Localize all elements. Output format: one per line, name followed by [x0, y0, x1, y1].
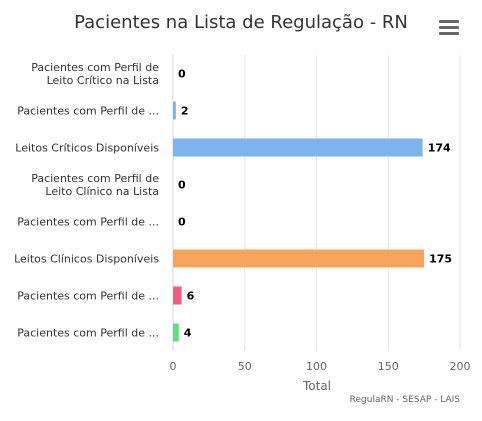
- category-label: Leitos Clínicos Disponíveis: [14, 253, 159, 266]
- category-label: Leito Crítico na Lista: [47, 74, 159, 87]
- category-label: Pacientes com Perfil de ...: [17, 216, 159, 229]
- category-label: Pacientes com Perfil de ...: [17, 105, 159, 118]
- bar[interactable]: [173, 286, 182, 305]
- category-label: Pacientes com Perfil de ...: [17, 327, 159, 340]
- x-tick-label: 200: [450, 360, 471, 373]
- category-label: Pacientes com Perfil de: [31, 61, 159, 74]
- category-label: Pacientes com Perfil de ...: [17, 290, 159, 303]
- hamburger-menu-icon[interactable]: [439, 20, 459, 36]
- category-label: Pacientes com Perfil de: [31, 172, 159, 185]
- category-label: Leito Clínico na Lista: [45, 185, 159, 198]
- data-labels: 0 2 174 0 0 175 6 4: [178, 68, 452, 340]
- x-tick-labels: 0 50 100 150 200: [170, 360, 471, 373]
- x-tick-label: 100: [306, 360, 327, 373]
- x-tick-label: 50: [238, 360, 252, 373]
- bars: [173, 101, 425, 342]
- data-label: 175: [429, 253, 452, 266]
- data-label: 0: [178, 68, 186, 81]
- data-label: 174: [428, 142, 451, 155]
- data-label: 0: [178, 216, 186, 229]
- credits-text[interactable]: RegulaRN - SESAP - LAIS: [350, 395, 461, 405]
- bar[interactable]: [173, 101, 176, 120]
- data-label: 6: [187, 290, 195, 303]
- data-label: 4: [184, 327, 192, 340]
- bar[interactable]: [173, 138, 423, 157]
- chart-title: Pacientes na Lista de Regulação - RN: [74, 12, 408, 33]
- x-tick-label: 0: [170, 360, 177, 373]
- data-label: 2: [181, 105, 189, 118]
- data-label: 0: [178, 179, 186, 192]
- category-label: Leitos Críticos Disponíveis: [15, 142, 159, 155]
- bar[interactable]: [173, 323, 179, 342]
- x-tick-label: 150: [378, 360, 399, 373]
- x-axis-title: Total: [302, 379, 331, 393]
- grid-lines: [172, 55, 461, 351]
- bar[interactable]: [173, 249, 425, 268]
